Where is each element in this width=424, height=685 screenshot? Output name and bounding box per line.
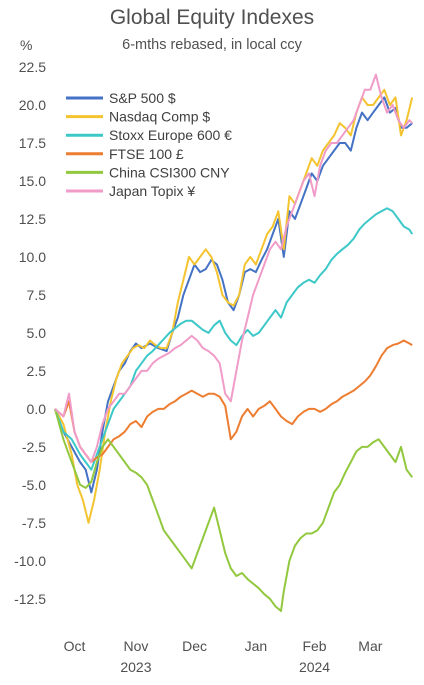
series-lines xyxy=(54,73,414,612)
legend-label: Japan Topix ¥ xyxy=(109,183,195,199)
y-tick-label: -12.5 xyxy=(14,591,46,607)
legend-label: S&P 500 $ xyxy=(109,90,176,106)
x-tick-label: Jan xyxy=(245,638,268,654)
series-line xyxy=(54,88,414,524)
legend-label: Stoxx Europe 600 € xyxy=(109,127,232,143)
y-tick-label: 22.5 xyxy=(19,59,46,75)
x-tick-label: Oct xyxy=(64,638,86,654)
y-tick-label: 12.5 xyxy=(19,211,46,227)
y-tick-label: -7.5 xyxy=(22,515,46,531)
legend-label: China CSI300 CNY xyxy=(109,164,230,180)
legend-label: FTSE 100 £ xyxy=(109,146,184,162)
y-tick-label: 0.0 xyxy=(27,401,47,417)
x-tick-label: Mar xyxy=(358,638,382,654)
x-axis-ticks: Oct Nov Dec Jan Feb Mar 2023 2024 xyxy=(64,638,383,675)
x-tick-label: Nov xyxy=(123,638,148,654)
y-tick-label: 20.0 xyxy=(19,97,46,113)
y-tick-label: 5.0 xyxy=(27,325,47,341)
legend-label: Nasdaq Comp $ xyxy=(109,109,210,125)
chart-subtitle: 6-mths rebased, in local ccy xyxy=(122,37,302,53)
x-tick-label: Feb xyxy=(302,638,326,654)
y-axis-label: % xyxy=(20,37,33,53)
y-tick-label: -2.5 xyxy=(22,439,46,455)
y-tick-label: -10.0 xyxy=(14,553,46,569)
y-tick-label: 15.0 xyxy=(19,173,46,189)
y-tick-label: -5.0 xyxy=(22,477,46,493)
y-axis-ticks: 22.5 20.0 17.5 15.0 12.5 10.0 7.5 5.0 2.5 0.0 -2.5… xyxy=(14,59,46,607)
chart-title: Global Equity Indexes xyxy=(109,6,315,29)
legend: S&P 500 $ Nasdaq Comp $ Stoxx Europe 600 €… xyxy=(66,90,232,199)
x-year-label: 2023 xyxy=(120,659,151,675)
y-tick-label: 17.5 xyxy=(19,135,46,151)
series-line xyxy=(54,408,414,612)
x-year-label: 2024 xyxy=(299,659,330,675)
series-line xyxy=(54,207,414,471)
y-tick-label: 7.5 xyxy=(27,287,47,303)
series-line xyxy=(54,339,413,464)
y-tick-label: 2.5 xyxy=(27,363,47,379)
series-line xyxy=(54,73,413,464)
x-tick-label: Dec xyxy=(182,638,207,654)
y-tick-label: 10.0 xyxy=(19,249,46,265)
